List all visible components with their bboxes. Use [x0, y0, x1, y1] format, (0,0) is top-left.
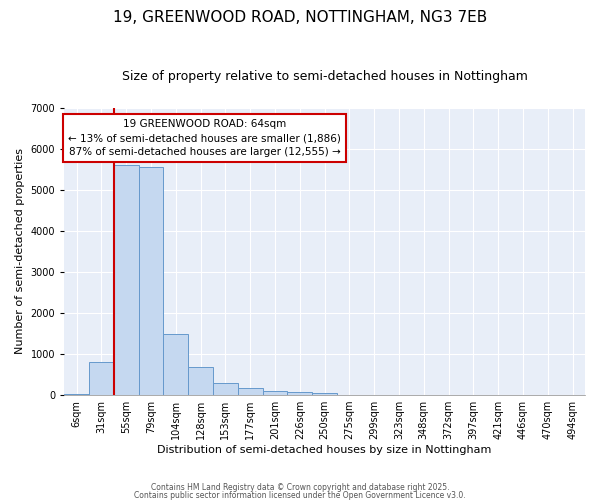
Text: Contains public sector information licensed under the Open Government Licence v3: Contains public sector information licen… — [134, 490, 466, 500]
Bar — [188, 367, 213, 395]
Bar — [213, 383, 238, 395]
Bar — [89, 362, 114, 395]
Bar — [312, 393, 337, 395]
Text: Contains HM Land Registry data © Crown copyright and database right 2025.: Contains HM Land Registry data © Crown c… — [151, 484, 449, 492]
Bar — [114, 165, 139, 395]
Text: 19 GREENWOOD ROAD: 64sqm
← 13% of semi-detached houses are smaller (1,886)
87% o: 19 GREENWOOD ROAD: 64sqm ← 13% of semi-d… — [68, 120, 341, 158]
X-axis label: Distribution of semi-detached houses by size in Nottingham: Distribution of semi-detached houses by … — [157, 445, 492, 455]
Bar — [287, 392, 312, 395]
Bar — [139, 168, 163, 395]
Bar — [163, 334, 188, 395]
Title: Size of property relative to semi-detached houses in Nottingham: Size of property relative to semi-detach… — [122, 70, 527, 83]
Bar — [263, 390, 287, 395]
Text: 19, GREENWOOD ROAD, NOTTINGHAM, NG3 7EB: 19, GREENWOOD ROAD, NOTTINGHAM, NG3 7EB — [113, 10, 487, 25]
Bar — [64, 394, 89, 395]
Bar — [238, 388, 263, 395]
Y-axis label: Number of semi-detached properties: Number of semi-detached properties — [15, 148, 25, 354]
